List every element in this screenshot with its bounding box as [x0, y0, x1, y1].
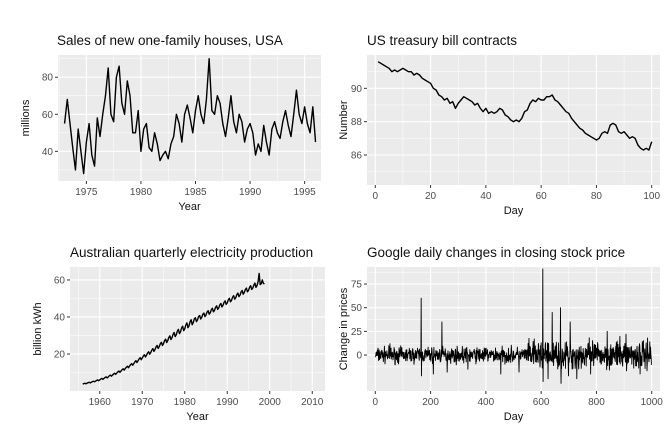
x-tick-label: 40	[480, 191, 492, 202]
y-tick-label: 86	[351, 151, 363, 162]
x-axis-title: Year	[178, 201, 201, 213]
y-tick-label: 50	[351, 303, 363, 314]
panel-treasury-bills: US treasury bill contracts 0 20 40 60 80 100 86…	[335, 0, 670, 221]
y-tick-label: 80	[42, 73, 54, 84]
y-axis-title: Change in prices	[338, 287, 350, 370]
plot-background	[70, 267, 325, 391]
x-tick-label: 2000	[259, 397, 282, 408]
x-tick-label: 0	[373, 191, 379, 202]
x-tick-label: 1960	[89, 397, 112, 408]
y-tick-label: 40	[54, 312, 66, 323]
x-tick-label: 600	[533, 397, 550, 408]
series-line-0	[63, 58, 317, 175]
x-tick-label: 20	[425, 191, 437, 202]
chart-title: Google daily changes in closing stock pr…	[367, 245, 625, 260]
x-tick-label: 400	[478, 397, 495, 408]
x-tick-label: 1980	[174, 397, 197, 408]
x-tick-label: 80	[591, 191, 603, 202]
x-tick-label: 1995	[294, 187, 317, 198]
x-tick-label: 1975	[75, 187, 98, 198]
y-tick-label: 90	[351, 84, 363, 95]
x-tick-label: 2010	[301, 397, 324, 408]
y-tick-label: 20	[54, 349, 66, 360]
y-axis-title: billion kWh	[32, 302, 44, 355]
chart-electricity: Australian quarterly electricity product…	[32, 245, 325, 423]
x-tick-label: 1990	[239, 187, 262, 198]
panel-electricity: Australian quarterly electricity product…	[0, 221, 335, 443]
series-line-0	[375, 268, 652, 384]
chart-title: Australian quarterly electricity product…	[70, 245, 313, 260]
y-tick-label: 75	[351, 280, 363, 291]
x-axis-title: Day	[504, 411, 524, 423]
x-tick-label: 200	[422, 397, 439, 408]
x-tick-label: 1990	[216, 397, 239, 408]
series-line-0	[377, 61, 653, 151]
chart-treasury-bills: US treasury bill contracts 0 20 40 60 80 100 86…	[338, 33, 660, 217]
chart-google-changes: Google daily changes in closing stock pr…	[338, 245, 664, 423]
x-tick-label: 1980	[130, 187, 153, 198]
panel-house-sales: Sales of new one-family houses, USA 1975 1…	[0, 0, 335, 221]
x-tick-label: 1000	[641, 397, 664, 408]
x-tick-label: 0	[373, 397, 379, 408]
y-tick-label: 60	[42, 110, 54, 121]
x-tick-label: 60	[536, 191, 548, 202]
x-axis-title: Day	[504, 205, 524, 217]
y-axis-title: millions	[20, 99, 32, 136]
y-tick-label: 25	[351, 327, 363, 338]
x-tick-label: 800	[588, 397, 605, 408]
x-tick-label: 1985	[184, 187, 207, 198]
y-tick-label: 88	[351, 117, 363, 128]
x-tick-label: 100	[643, 191, 660, 202]
chart-title: Sales of new one-family houses, USA	[57, 33, 283, 48]
series-line-0	[82, 272, 265, 385]
y-axis-title: Number	[338, 100, 350, 139]
y-tick-label: 0	[356, 351, 362, 362]
y-tick-label: 40	[42, 147, 54, 158]
y-tick-label: 60	[54, 275, 66, 286]
chart-house-sales: Sales of new one-family houses, USA 1975 1…	[20, 33, 321, 213]
chart-title: US treasury bill contracts	[367, 33, 517, 48]
x-axis-title: Year	[186, 411, 209, 423]
x-tick-label: 1970	[131, 397, 154, 408]
panel-google-changes: Google daily changes in closing stock pr…	[335, 221, 670, 443]
